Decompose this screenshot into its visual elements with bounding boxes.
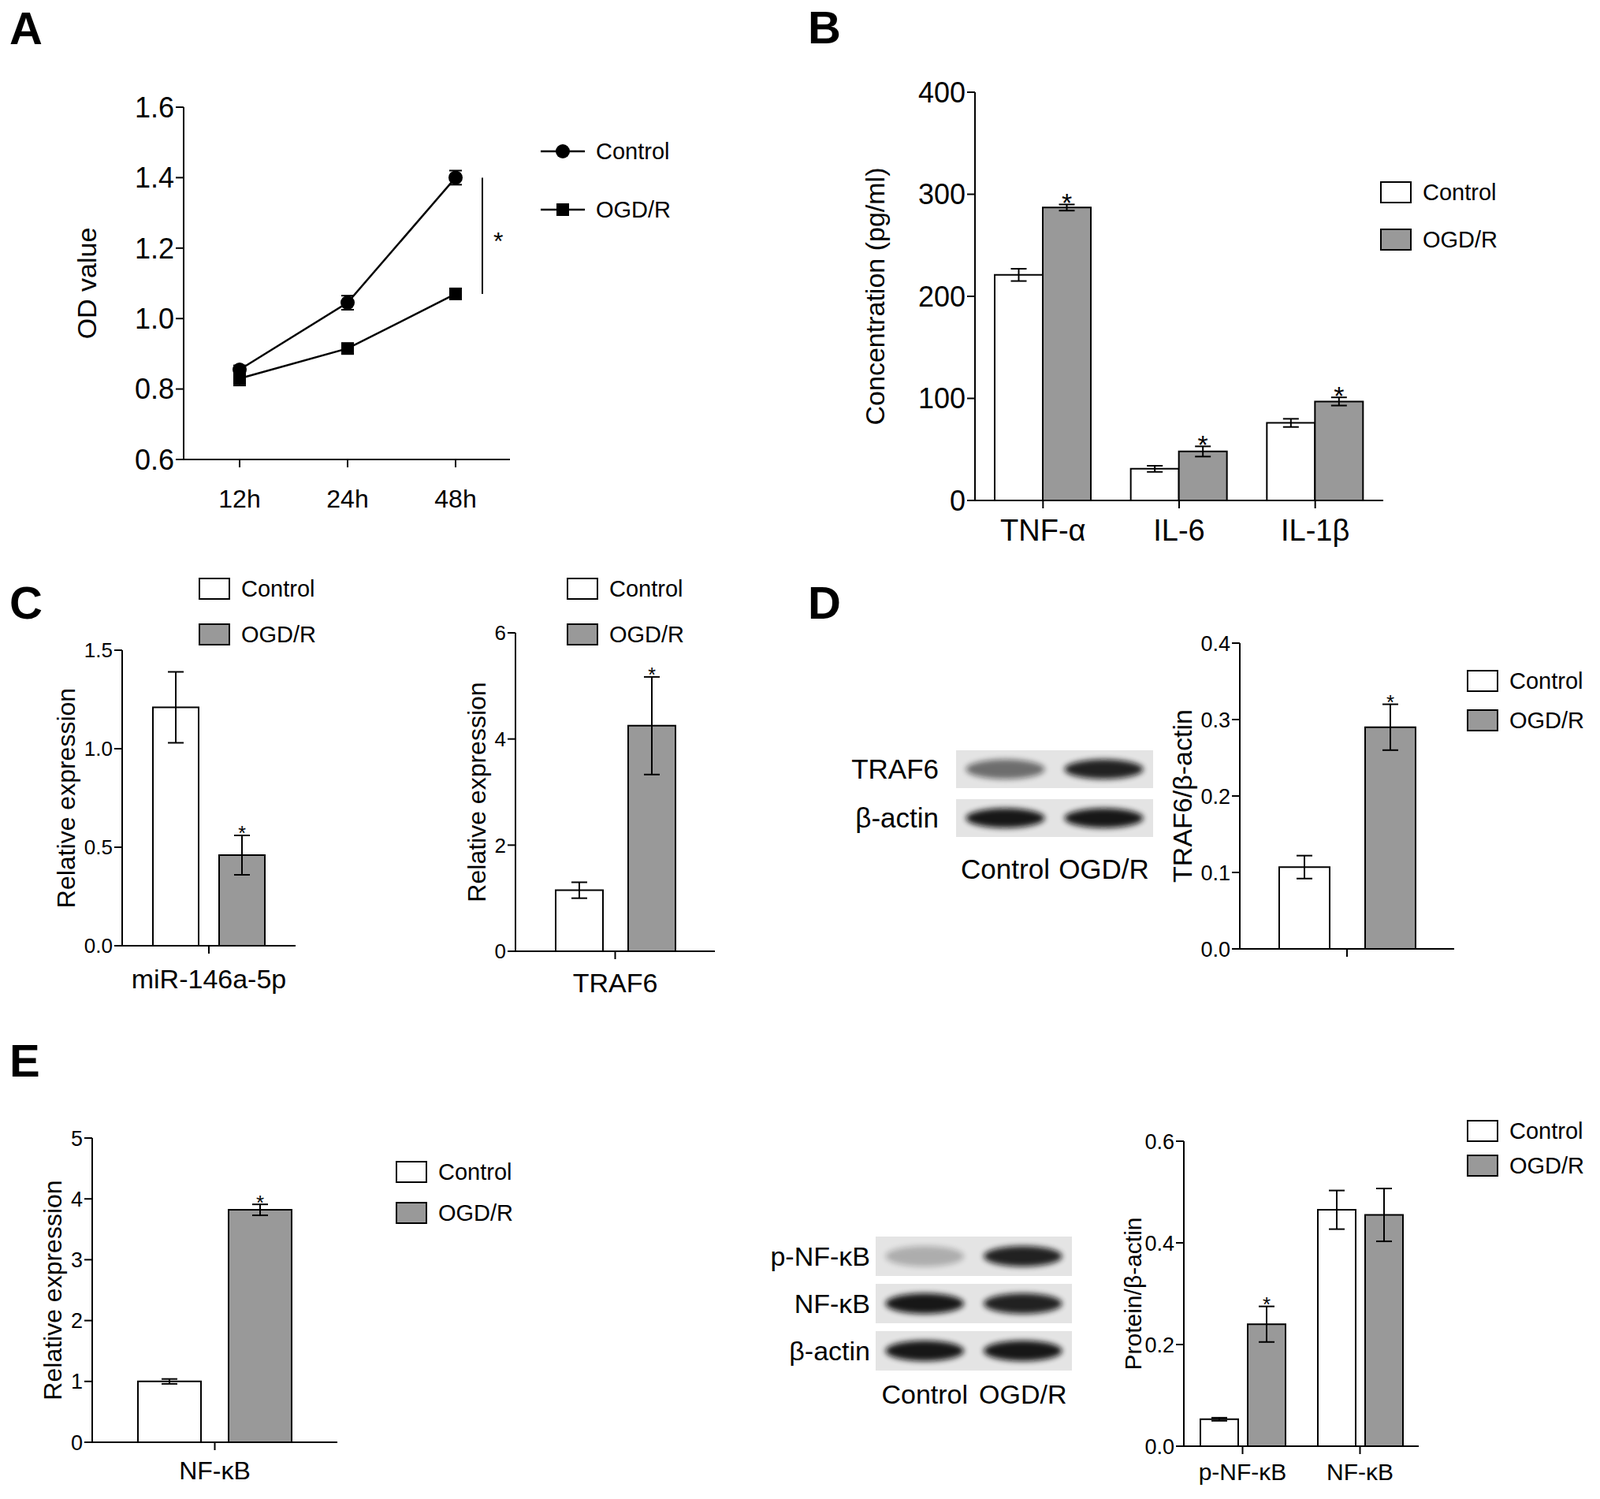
html-text:D: D <box>807 576 841 629</box>
html-text:OGD/R: OGD/R <box>438 1200 514 1226</box>
svg-text:4: 4 <box>494 727 507 752</box>
svg-text:Concentration (pg/ml): Concentration (pg/ml) <box>859 167 890 426</box>
html-text:Control OGD/R: Control OGD/R <box>881 1378 1067 1409</box>
svg-text:6: 6 <box>494 621 507 645</box>
svg-text:TNF-α: TNF-α <box>1000 513 1087 547</box>
html-text:Control: Control <box>438 1159 512 1185</box>
svg-text:12h: 12h <box>218 484 261 514</box>
svg-text:OD value: OD value <box>71 227 102 340</box>
html-text:OGD/R: OGD/R <box>1509 1152 1585 1178</box>
html-text:E: E <box>9 1034 40 1087</box>
svg-text:0.0: 0.0 <box>84 933 113 958</box>
svg-text:4: 4 <box>70 1187 83 1212</box>
html-text:TRAF6: TRAF6 <box>851 753 939 785</box>
svg-text:0.2: 0.2 <box>1200 785 1231 809</box>
svg-text:0.8: 0.8 <box>134 372 175 406</box>
svg-text:Relative expression: Relative expression <box>462 681 492 902</box>
svg-text:2: 2 <box>70 1309 83 1333</box>
html-text:NF-κB: NF-κB <box>794 1288 871 1319</box>
svg-text:1.6: 1.6 <box>134 91 175 124</box>
svg-text:NF-κB: NF-κB <box>178 1456 251 1485</box>
html-text:β-actin: β-actin <box>855 802 939 834</box>
svg-text:*: * <box>1198 429 1209 460</box>
svg-text:1.0: 1.0 <box>134 302 175 335</box>
svg-text:*: * <box>256 1190 265 1215</box>
svg-text:1.2: 1.2 <box>134 232 175 265</box>
svg-text:NF-κB: NF-κB <box>1326 1458 1394 1485</box>
svg-text:*: * <box>1262 1292 1271 1317</box>
svg-text:0: 0 <box>494 939 507 964</box>
html-text:OGD/R: OGD/R <box>241 621 317 647</box>
html-text:Control: Control <box>1509 1118 1584 1144</box>
svg-text:48h: 48h <box>434 484 477 514</box>
svg-text:*: * <box>1333 380 1344 411</box>
svg-text:0.3: 0.3 <box>1200 708 1231 733</box>
svg-text:p-NF-κB: p-NF-κB <box>1198 1458 1288 1485</box>
svg-text:24h: 24h <box>326 484 369 514</box>
svg-text:100: 100 <box>918 382 966 415</box>
svg-text:0: 0 <box>70 1431 83 1455</box>
svg-text:*: * <box>1386 690 1395 715</box>
svg-text:0.1: 0.1 <box>1200 861 1231 886</box>
html-text:B: B <box>807 1 841 53</box>
svg-text:400: 400 <box>918 76 966 109</box>
svg-text:300: 300 <box>918 178 966 211</box>
svg-text:IL-1β: IL-1β <box>1280 513 1350 547</box>
svg-text:TRAF6: TRAF6 <box>573 967 659 998</box>
svg-text:1.5: 1.5 <box>84 638 113 663</box>
svg-text:3: 3 <box>70 1248 83 1273</box>
svg-text:1.0: 1.0 <box>84 736 113 761</box>
html-text:Control: Control <box>241 575 315 601</box>
svg-text:0.6: 0.6 <box>1144 1130 1175 1154</box>
svg-text:0.6: 0.6 <box>134 443 175 477</box>
svg-text:*: * <box>647 663 656 686</box>
html-text:Control: Control <box>595 138 670 164</box>
html-text:Control OGD/R: Control OGD/R <box>960 853 1150 885</box>
html-text:A: A <box>9 2 43 54</box>
svg-text:0: 0 <box>949 484 966 518</box>
svg-text:*: * <box>238 822 246 845</box>
svg-text:0.0: 0.0 <box>1144 1435 1175 1459</box>
svg-text:1.4: 1.4 <box>134 161 175 194</box>
svg-text:0.4: 0.4 <box>1200 632 1231 656</box>
html-text:Control: Control <box>609 575 683 601</box>
html-text:Control: Control <box>1422 179 1497 205</box>
html-text:β-actin: β-actin <box>789 1335 871 1366</box>
svg-text:miR-146a-5p: miR-146a-5p <box>131 963 287 994</box>
svg-text:5: 5 <box>70 1127 83 1151</box>
html-text:OGD/R: OGD/R <box>1509 707 1585 733</box>
svg-text:TRAF6/β-actin: TRAF6/β-actin <box>1167 709 1198 883</box>
svg-text:Relative expression: Relative expression <box>38 1179 67 1400</box>
svg-text:0.0: 0.0 <box>1200 937 1231 962</box>
svg-text:*: * <box>1061 187 1072 218</box>
svg-text:2: 2 <box>494 833 507 858</box>
svg-text:1: 1 <box>70 1369 83 1394</box>
html-text:p-NF-κB: p-NF-κB <box>770 1241 871 1272</box>
svg-text:IL-6: IL-6 <box>1153 513 1205 547</box>
svg-text:Relative expression: Relative expression <box>52 688 81 908</box>
html-text:OGD/R: OGD/R <box>1422 226 1498 252</box>
html-text:Control: Control <box>1509 667 1584 694</box>
html-text:OGD/R: OGD/R <box>609 621 685 647</box>
html-text:C: C <box>9 576 43 629</box>
svg-text:200: 200 <box>918 280 966 313</box>
svg-text:Protein/β-actin: Protein/β-actin <box>1120 1216 1147 1370</box>
svg-text:0.5: 0.5 <box>84 835 113 860</box>
svg-text:0.2: 0.2 <box>1144 1333 1175 1358</box>
svg-text:*: * <box>493 226 503 256</box>
svg-text:0.4: 0.4 <box>1144 1231 1175 1256</box>
html-text:OGD/R: OGD/R <box>595 196 671 222</box>
